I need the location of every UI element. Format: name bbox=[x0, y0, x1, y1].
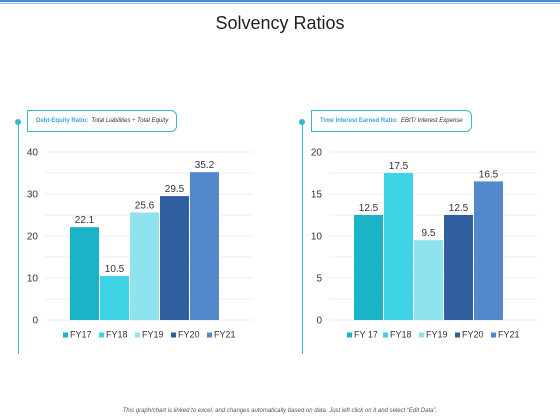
legend-swatch bbox=[63, 332, 68, 338]
data-label: 9.5 bbox=[422, 228, 436, 239]
panel-accent-dot bbox=[15, 119, 21, 125]
data-label: 17.5 bbox=[389, 161, 409, 172]
data-label: 25.6 bbox=[135, 200, 155, 211]
legend-label: FY19 bbox=[142, 330, 164, 340]
chart-label-box: Time Interest Earned Ratio: EBIT/ Interes… bbox=[311, 110, 472, 132]
legend-swatch bbox=[171, 332, 176, 338]
y-tick-label: 20 bbox=[27, 232, 39, 243]
chart-label-box: Debt-Equity Ratio: Total Liabilities ÷ To… bbox=[27, 110, 178, 132]
legend-swatch bbox=[99, 332, 104, 338]
debt-equity-bar-chart: 0 10 20 30 40 22.1 10.5 25.6 29.5 35.2 FY17 FY18 FY1… bbox=[27, 148, 253, 340]
y-tick-label: 40 bbox=[27, 148, 39, 159]
y-tick-label: 10 bbox=[27, 274, 39, 285]
panel-accent-line bbox=[18, 122, 19, 354]
page-title: Solvency Ratios bbox=[215, 13, 345, 33]
legend-label: FY21 bbox=[498, 330, 520, 340]
data-label: 22.1 bbox=[75, 215, 95, 226]
time-interest-earned-bar-chart: 0 5 10 15 20 12.5 17.5 9.5 12.5 16.5 FY 17 FY18 FY19… bbox=[311, 148, 537, 340]
legend-swatch bbox=[455, 332, 460, 338]
legend-label: FY20 bbox=[178, 330, 200, 340]
bar-fy18 bbox=[100, 275, 129, 320]
legend-label: FY21 bbox=[214, 330, 236, 340]
y-tick-label: 15 bbox=[311, 190, 323, 201]
legend-label: FY18 bbox=[390, 330, 412, 340]
legend-swatch bbox=[207, 332, 212, 338]
bar-fy20 bbox=[444, 215, 473, 320]
data-label: 12.5 bbox=[359, 203, 379, 214]
legend-swatch bbox=[419, 332, 424, 338]
bar-fy21 bbox=[474, 181, 503, 320]
data-label: 35.2 bbox=[195, 160, 215, 171]
bar-fy17 bbox=[354, 215, 383, 320]
footer-note: This graph/chart is linked to excel, and… bbox=[122, 408, 438, 414]
legend-swatch bbox=[383, 332, 388, 338]
legend-label: FY18 bbox=[106, 330, 128, 340]
y-tick-label: 30 bbox=[27, 190, 39, 201]
chart-label-formula: EBIT/ Interest Expense bbox=[400, 118, 463, 124]
legend-swatch bbox=[347, 332, 352, 338]
y-tick-label: 0 bbox=[32, 316, 38, 327]
debt-equity-chart-panel: Debt-Equity Ratio: Total Liabilities ÷ To… bbox=[13, 108, 263, 356]
chart-label-key: Time Interest Earned Ratio: bbox=[320, 118, 398, 124]
legend-label: FY17 bbox=[70, 330, 92, 340]
legend-swatch bbox=[491, 332, 496, 338]
chart-label-formula: Total Liabilities ÷ Total Equity bbox=[91, 118, 169, 124]
legend-label: FY 17 bbox=[354, 330, 378, 340]
bar-fy21 bbox=[190, 172, 219, 320]
bar-fy19 bbox=[130, 212, 159, 320]
data-label: 12.5 bbox=[449, 203, 469, 214]
data-label: 10.5 bbox=[105, 264, 125, 275]
bar-fy17 bbox=[70, 227, 99, 320]
top-accent-bar bbox=[0, 0, 560, 4]
y-tick-label: 5 bbox=[316, 274, 322, 285]
time-interest-earned-chart-panel: Time Interest Earned Ratio: EBIT/ Interes… bbox=[297, 108, 547, 356]
legend-swatch bbox=[135, 332, 140, 338]
bar-fy19 bbox=[414, 240, 443, 320]
y-tick-label: 10 bbox=[311, 232, 323, 243]
legend-label: FY19 bbox=[426, 330, 448, 340]
data-label: 29.5 bbox=[165, 184, 185, 195]
y-tick-label: 0 bbox=[316, 316, 322, 327]
y-tick-label: 20 bbox=[311, 148, 323, 159]
legend-label: FY20 bbox=[462, 330, 484, 340]
data-label: 16.5 bbox=[479, 169, 499, 180]
bar-fy18 bbox=[384, 173, 413, 320]
bar-fy20 bbox=[160, 196, 189, 320]
panel-accent-dot bbox=[299, 119, 305, 125]
panel-accent-line bbox=[302, 122, 303, 354]
chart-label-key: Debt-Equity Ratio: bbox=[36, 118, 89, 124]
